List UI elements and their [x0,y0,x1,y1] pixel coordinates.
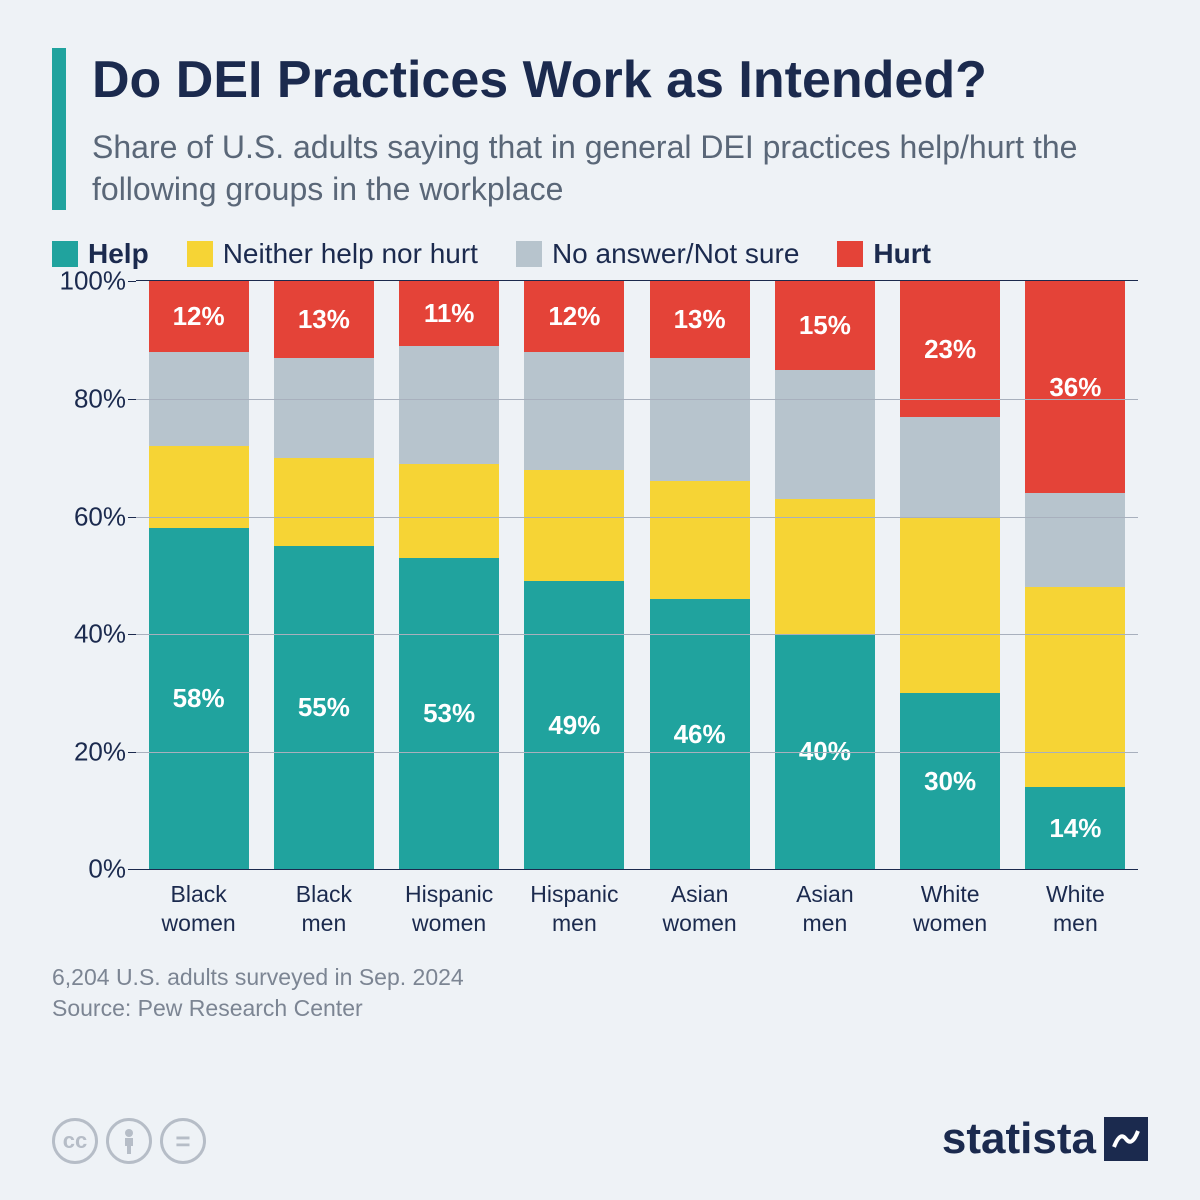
chart-area: 12%58%13%55%11%53%12%49%13%46%15%40%23%3… [136,280,1138,870]
gridline [136,634,1138,635]
header: Do DEI Practices Work as Intended? Share… [52,48,1148,210]
bar-segment-hurt: 13% [274,281,374,357]
gridline [136,752,1138,753]
bar-segment-hurt: 23% [900,281,1000,416]
x-axis-label: Asianmen [775,880,875,938]
bar-column: 15%40% [775,281,875,869]
gridline [136,517,1138,518]
survey-note: 6,204 U.S. adults surveyed in Sep. 2024 [52,964,1148,991]
y-axis-label: 80% [52,383,126,414]
legend-swatch [516,241,542,267]
legend-label: Hurt [873,238,931,270]
accent-bar [52,48,66,210]
x-axis-label: Asianwomen [650,880,750,938]
legend-item: Neither help nor hurt [187,238,478,270]
legend-swatch [837,241,863,267]
bar-segment-help: 58% [149,528,249,869]
y-tick [128,399,136,400]
bar-segment-notsure [775,370,875,499]
gridline [136,399,1138,400]
y-tick [128,517,136,518]
bar-segment-help: 46% [650,599,750,869]
bar-segment-notsure [399,346,499,464]
bar-segment-neither [1025,587,1125,787]
bar-segment-neither [775,499,875,634]
bar-column: 12% 58% [149,281,249,869]
bar-column: 13% 55% [274,281,374,869]
bar-segment-hurt: 15% [775,281,875,369]
bar-column: 23% 30% [900,281,1000,869]
y-axis-label: 40% [52,619,126,650]
bar-segment-neither [900,517,1000,693]
brand-mark-icon [1104,1117,1148,1161]
bar-segment-notsure [1025,493,1125,587]
license-icons: cc = [52,1118,206,1164]
x-axis-label: Hispanicmen [524,880,624,938]
bar-column: 12% 49% [524,281,624,869]
bottom-row: cc = statista [52,1114,1148,1164]
y-tick [128,634,136,635]
y-tick [128,869,136,870]
bar-segment-help: 55% [274,546,374,869]
bar-segment-neither [399,464,499,558]
legend: HelpNeither help nor hurtNo answer/Not s… [52,238,1148,270]
x-axis-label: Whitewomen [900,880,1000,938]
y-axis-label: 60% [52,501,126,532]
by-icon [106,1118,152,1164]
source-note: Source: Pew Research Center [52,995,1148,1022]
bar-segment-notsure [524,352,624,470]
brand-logo: statista [942,1114,1148,1164]
bar-segment-help: 49% [524,581,624,869]
x-axis-labels: Blackwomen Blackmen Hispanicwomen Hispanicm… [136,880,1138,938]
nd-icon: = [160,1118,206,1164]
bar-segment-hurt: 13% [650,281,750,357]
legend-label: No answer/Not sure [552,238,799,270]
chart-title: Do DEI Practices Work as Intended? [92,52,1148,109]
legend-item: No answer/Not sure [516,238,799,270]
legend-item: Hurt [837,238,931,270]
bar-column: 13% 46% [650,281,750,869]
bar-segment-hurt: 12% [149,281,249,352]
legend-label: Neither help nor hurt [223,238,478,270]
bar-segment-hurt: 12% [524,281,624,352]
x-axis-label: Hispanicwomen [399,880,499,938]
chart-subtitle: Share of U.S. adults saying that in gene… [92,127,1148,210]
bar-column: 11% 53% [399,281,499,869]
legend-swatch [52,241,78,267]
y-axis-label: 0% [52,854,126,885]
bar-column: 36% 14% [1025,281,1125,869]
cc-icon: cc [52,1118,98,1164]
bars-container: 12%58%13%55%11%53%12%49%13%46%15%40%23%3… [136,281,1138,869]
bar-segment-hurt: 11% [399,281,499,346]
x-axis-label: Blackwomen [149,880,249,938]
x-axis-label: Whitemen [1025,880,1125,938]
bar-segment-neither [650,481,750,599]
brand-text: statista [942,1114,1096,1164]
y-tick [128,752,136,753]
bar-segment-help: 14% [1025,787,1125,869]
legend-swatch [187,241,213,267]
bar-segment-help: 30% [900,693,1000,869]
y-axis-label: 20% [52,736,126,767]
y-tick [128,281,136,282]
x-axis-label: Blackmen [274,880,374,938]
bar-segment-notsure [650,358,750,481]
bar-segment-help: 53% [399,558,499,870]
bar-segment-notsure [274,358,374,458]
y-axis-label: 100% [52,266,126,297]
bar-segment-neither [274,458,374,546]
bar-segment-neither [524,470,624,582]
title-block: Do DEI Practices Work as Intended? Share… [92,48,1148,210]
bar-segment-notsure [900,417,1000,517]
bar-segment-hurt: 36% [1025,281,1125,493]
